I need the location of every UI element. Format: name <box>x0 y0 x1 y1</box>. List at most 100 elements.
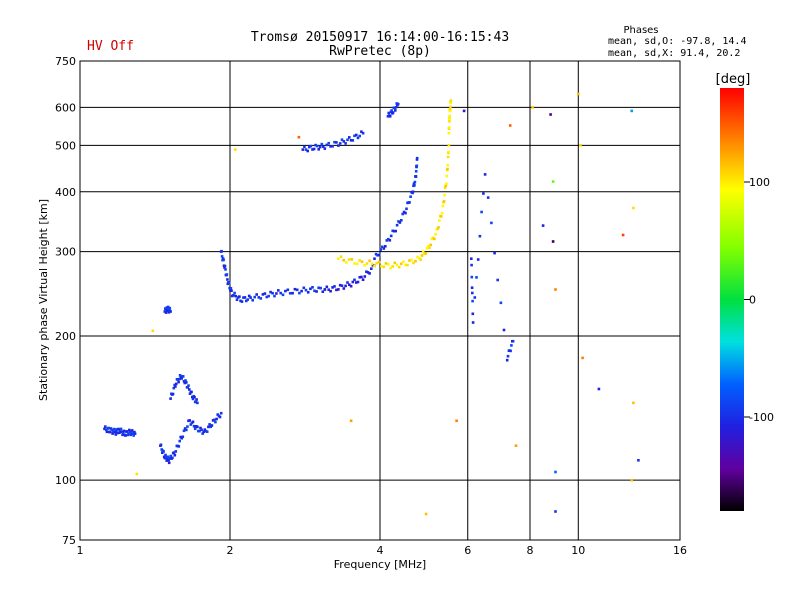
data-point <box>377 253 381 257</box>
data-point <box>502 328 506 332</box>
data-points <box>103 92 640 516</box>
data-point <box>402 260 405 263</box>
data-point <box>193 427 197 431</box>
data-point <box>309 144 313 148</box>
data-point <box>190 390 193 394</box>
data-point <box>194 400 198 404</box>
data-point <box>131 432 135 436</box>
data-point <box>340 138 344 141</box>
data-point <box>129 433 132 437</box>
data-point <box>347 258 351 261</box>
data-point <box>271 291 274 295</box>
data-point <box>337 144 340 147</box>
data-point <box>448 117 451 121</box>
data-point <box>355 133 358 137</box>
data-point <box>225 273 229 276</box>
data-point <box>387 263 390 266</box>
data-point <box>496 278 499 282</box>
data-point <box>486 196 490 199</box>
data-point <box>470 257 473 260</box>
data-point <box>311 148 314 151</box>
data-point <box>353 262 356 265</box>
data-point <box>166 455 170 459</box>
data-point <box>304 148 308 151</box>
data-point <box>448 109 452 113</box>
data-point <box>121 433 124 437</box>
data-point <box>424 512 428 516</box>
data-point <box>455 419 458 423</box>
data-point <box>404 211 407 215</box>
data-point <box>286 288 290 292</box>
data-point <box>449 105 452 109</box>
data-point <box>445 182 448 185</box>
data-point <box>215 417 218 421</box>
colorbar-tick-label: -100 <box>749 411 774 424</box>
data-point <box>554 470 557 474</box>
data-point <box>380 264 383 268</box>
data-point <box>597 387 601 391</box>
data-point <box>172 451 176 454</box>
data-point <box>213 418 216 422</box>
data-point <box>353 134 356 138</box>
data-point <box>395 263 399 267</box>
data-point <box>297 135 301 139</box>
data-point <box>475 276 478 279</box>
data-point <box>404 263 407 267</box>
data-point <box>220 249 223 253</box>
data-point <box>201 432 204 435</box>
data-point <box>356 136 360 140</box>
data-point <box>346 281 349 284</box>
data-point <box>182 429 186 433</box>
data-point <box>414 259 417 263</box>
data-point <box>118 430 122 433</box>
data-point <box>376 254 379 257</box>
data-point <box>355 262 359 266</box>
data-point <box>478 234 482 238</box>
data-point <box>320 142 324 146</box>
data-point <box>178 374 182 377</box>
data-point <box>172 386 176 390</box>
x-tick-label: 10 <box>571 544 585 557</box>
data-point <box>189 423 193 426</box>
data-point <box>382 247 386 250</box>
y-tick-label: 100 <box>55 474 76 487</box>
data-point <box>168 306 172 310</box>
data-point <box>408 201 411 204</box>
data-point <box>246 298 249 301</box>
data-point <box>366 271 370 274</box>
data-point <box>322 145 325 148</box>
data-point <box>226 278 229 281</box>
data-point <box>447 150 450 154</box>
data-point <box>399 262 403 266</box>
data-point <box>391 111 395 114</box>
data-point <box>331 145 334 148</box>
data-point <box>319 286 322 290</box>
data-point <box>234 148 237 151</box>
data-point <box>314 143 317 147</box>
data-point <box>431 236 435 240</box>
data-point <box>393 106 396 110</box>
data-point <box>284 289 287 293</box>
data-point <box>360 260 364 263</box>
data-point <box>333 140 336 144</box>
data-point <box>349 139 353 142</box>
data-point <box>413 180 417 184</box>
data-point <box>323 288 327 291</box>
data-point <box>115 429 118 433</box>
data-point <box>111 432 114 435</box>
data-point <box>169 454 173 458</box>
data-point <box>351 280 355 284</box>
data-point <box>397 220 400 223</box>
data-point <box>363 264 366 267</box>
data-point <box>219 411 223 415</box>
data-point <box>186 425 189 428</box>
data-point <box>235 298 239 301</box>
x-tick-label: 6 <box>464 544 471 557</box>
data-point <box>238 295 241 298</box>
data-point <box>227 281 231 284</box>
data-point <box>361 278 365 281</box>
data-point <box>427 245 430 248</box>
data-point <box>358 276 361 279</box>
data-point <box>325 143 329 147</box>
